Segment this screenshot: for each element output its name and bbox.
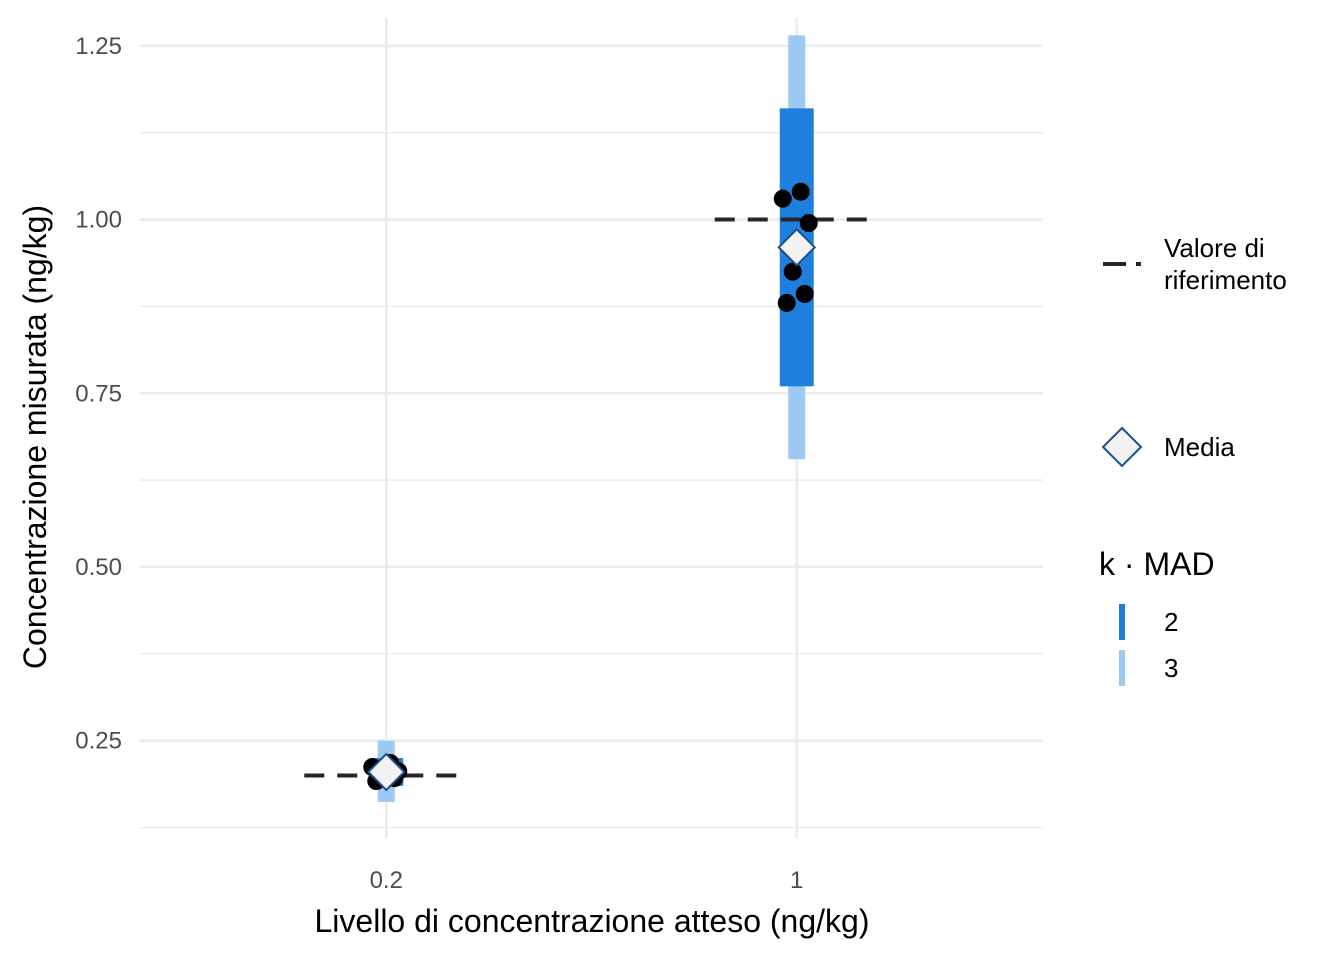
grid-lines bbox=[140, 18, 1043, 838]
x-tick-label-0: 0.2 bbox=[370, 867, 403, 894]
legend-mean-entry: Media bbox=[1101, 426, 1235, 468]
data-point-1-4 bbox=[773, 189, 792, 208]
data-point-1-2 bbox=[783, 262, 802, 281]
mean-marker-1 bbox=[777, 227, 817, 267]
y-tick-label-4: 1.25 bbox=[75, 33, 122, 60]
y-tick-label-1: 0.50 bbox=[75, 554, 122, 581]
data-points bbox=[363, 182, 818, 791]
y-tick-label-2: 0.75 bbox=[75, 380, 122, 407]
y-tick-label-0: 0.25 bbox=[75, 728, 122, 755]
x-axis-title: Livello di concentrazione atteso (ng/kg) bbox=[315, 903, 870, 939]
legend-mean-label: Media bbox=[1164, 432, 1235, 462]
legend-mad-label-0: 2 bbox=[1164, 607, 1178, 637]
data-point-1-5 bbox=[791, 182, 810, 201]
legend-mean-diamond-icon bbox=[1101, 426, 1143, 468]
legend-mad-swatch-1 bbox=[1119, 650, 1125, 686]
legend-reference-entry: Valore di riferimento bbox=[1103, 233, 1287, 295]
data-point-1-1 bbox=[795, 284, 814, 303]
legend-mad-swatch-0 bbox=[1119, 604, 1125, 640]
legend-mad-title: k · MAD bbox=[1099, 546, 1215, 582]
legend-mad-entries: 23 bbox=[1119, 604, 1178, 686]
x-tick-label-1: 1 bbox=[790, 867, 803, 894]
legend: Valore di riferimento Media k · MAD 23 bbox=[1099, 233, 1287, 686]
legend-mad-label-1: 3 bbox=[1164, 653, 1178, 683]
y-axis-title: Concentrazione misurata (ng/kg) bbox=[17, 205, 53, 669]
data-point-1-3 bbox=[799, 214, 818, 232]
mean-markers bbox=[366, 227, 817, 792]
y-tick-labels: 0.25 0.50 0.75 1.00 1.25 bbox=[75, 33, 122, 755]
mean-marker-0 bbox=[366, 752, 406, 792]
legend-reference-label-line-2: riferimento bbox=[1164, 265, 1287, 295]
legend-reference-label-line-1: Valore di bbox=[1164, 233, 1265, 263]
legend-reference-label: Valore di riferimento bbox=[1164, 233, 1287, 295]
x-tick-labels: 0.2 1 bbox=[370, 867, 804, 894]
y-tick-label-3: 1.00 bbox=[75, 207, 122, 234]
mad-bars bbox=[369, 35, 814, 802]
data-point-1-0 bbox=[777, 293, 796, 312]
